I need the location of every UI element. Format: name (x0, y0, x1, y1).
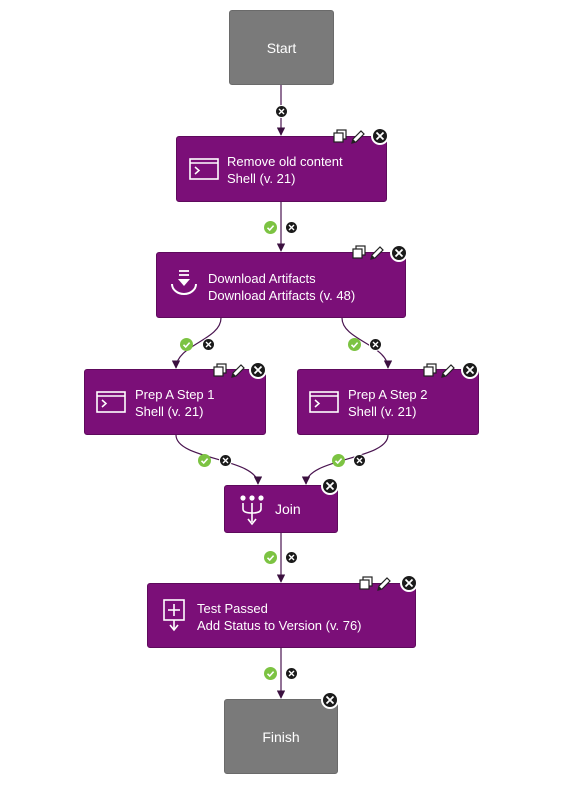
copy-icon[interactable] (350, 244, 368, 262)
step-title: Join (275, 501, 301, 517)
step-remove-old-content[interactable]: Remove old content Shell (v. 21) (176, 136, 387, 202)
delete-step-button[interactable] (390, 244, 408, 262)
success-connector[interactable] (264, 221, 277, 234)
delete-step-button[interactable] (321, 477, 339, 495)
failure-connector[interactable] (202, 338, 215, 351)
edge-download-prep1 (171, 317, 222, 369)
finish-label: Finish (262, 728, 300, 745)
add-status-icon (163, 599, 185, 632)
step-title: Prep A Step 2 (348, 387, 428, 402)
failure-connector[interactable] (219, 454, 232, 467)
step-join[interactable]: Join (224, 485, 338, 533)
failure-connector[interactable] (353, 454, 366, 467)
edit-pencil-icon[interactable] (368, 244, 386, 262)
step-subtitle: Shell (v. 21) (227, 171, 296, 186)
step-subtitle: Shell (v. 21) (348, 404, 417, 419)
success-connector[interactable] (180, 338, 193, 351)
failure-connector[interactable] (369, 338, 382, 351)
delete-step-button[interactable] (400, 574, 418, 592)
edit-pencil-icon[interactable] (439, 362, 457, 380)
edge-download-prep2 (341, 317, 393, 369)
shell-icon (189, 158, 219, 180)
edge-prep2-join (301, 434, 389, 485)
failure-connector[interactable] (285, 551, 298, 564)
copy-icon[interactable] (211, 362, 229, 380)
edit-pencil-icon[interactable] (349, 128, 367, 146)
step-subtitle: Add Status to Version (v. 76) (197, 618, 362, 633)
step-subtitle: Download Artifacts (v. 48) (208, 288, 356, 303)
step-title: Test Passed (197, 601, 268, 616)
success-connector[interactable] (348, 338, 361, 351)
copy-icon[interactable] (357, 575, 375, 593)
success-connector[interactable] (198, 454, 211, 467)
success-connector[interactable] (264, 667, 277, 680)
join-icon (240, 495, 264, 526)
delete-step-button[interactable] (371, 127, 389, 145)
step-test-passed[interactable]: Test Passed Add Status to Version (v. 76… (147, 583, 416, 648)
step-prep-a-step-2[interactable]: Prep A Step 2 Shell (v. 21) (297, 369, 479, 435)
copy-icon[interactable] (421, 362, 439, 380)
step-prep-a-step-1[interactable]: Prep A Step 1 Shell (v. 21) (84, 369, 266, 435)
download-artifacts-icon (171, 270, 197, 295)
step-subtitle: Shell (v. 21) (135, 404, 204, 419)
start-node[interactable]: Start (229, 10, 334, 85)
failure-connector[interactable] (285, 667, 298, 680)
start-label: Start (266, 39, 297, 56)
step-title: Download Artifacts (208, 271, 316, 286)
edge-prep1-join (175, 434, 263, 485)
success-connector[interactable] (332, 454, 345, 467)
step-title: Prep A Step 1 (135, 387, 215, 402)
finish-node[interactable]: Finish (224, 699, 338, 774)
failure-connector[interactable] (275, 105, 288, 118)
delete-step-button[interactable] (461, 361, 479, 379)
shell-icon (96, 391, 126, 413)
edit-pencil-icon[interactable] (375, 575, 393, 593)
step-title: Remove old content (227, 154, 343, 169)
step-download-artifacts[interactable]: Download Artifacts Download Artifacts (v… (156, 252, 406, 318)
success-connector[interactable] (264, 551, 277, 564)
delete-step-button[interactable] (249, 361, 267, 379)
delete-step-button[interactable] (321, 691, 339, 709)
failure-connector[interactable] (285, 221, 298, 234)
copy-icon[interactable] (331, 128, 349, 146)
edit-pencil-icon[interactable] (229, 362, 247, 380)
shell-icon (309, 391, 339, 413)
